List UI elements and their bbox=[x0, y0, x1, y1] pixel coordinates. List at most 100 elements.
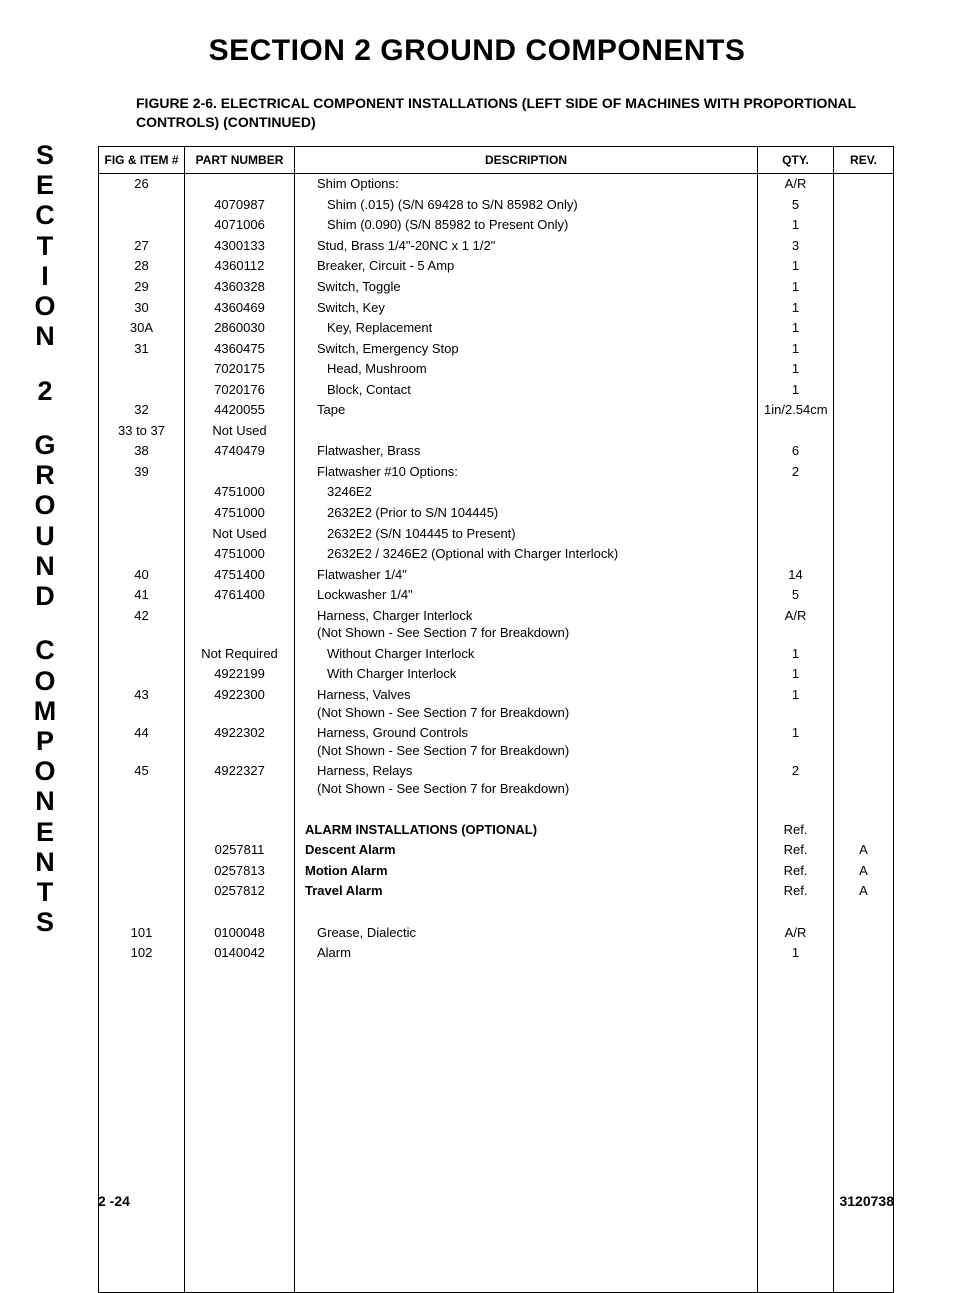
cell-fig-item: 26 bbox=[99, 173, 185, 194]
cell-rev bbox=[834, 503, 894, 524]
cell-qty: 1 bbox=[758, 277, 834, 298]
side-label-char: O bbox=[30, 756, 60, 786]
cell-rev bbox=[834, 723, 894, 761]
footer-page-number: 2 -24 bbox=[98, 1193, 130, 1209]
cell-rev bbox=[834, 359, 894, 380]
empty-cell bbox=[185, 1230, 295, 1251]
cell-qty: 6 bbox=[758, 441, 834, 462]
empty-cell bbox=[758, 1107, 834, 1128]
table-row: 314360475Switch, Emergency Stop1 bbox=[99, 338, 894, 359]
empty-cell bbox=[834, 1025, 894, 1046]
cell-fig-item bbox=[99, 664, 185, 685]
cell-rev bbox=[834, 297, 894, 318]
cell-rev bbox=[834, 235, 894, 256]
side-label-char: O bbox=[30, 666, 60, 696]
empty-cell bbox=[758, 901, 834, 922]
cell-part-number: 7020175 bbox=[185, 359, 295, 380]
empty-cell bbox=[99, 1251, 185, 1272]
empty-cell bbox=[295, 963, 758, 984]
cell-fig-item bbox=[99, 860, 185, 881]
cell-description: 2632E2 (S/N 104445 to Present) bbox=[295, 523, 758, 544]
empty-cell bbox=[185, 1045, 295, 1066]
cell-qty: A/R bbox=[758, 173, 834, 194]
cell-part-number: 7020176 bbox=[185, 379, 295, 400]
cell-qty: 1 bbox=[758, 723, 834, 761]
cell-part-number: 0100048 bbox=[185, 922, 295, 943]
cell-rev bbox=[834, 441, 894, 462]
cell-rev bbox=[834, 544, 894, 565]
cell-rev bbox=[834, 277, 894, 298]
cell-fig-item: 40 bbox=[99, 564, 185, 585]
side-label-char: N bbox=[30, 786, 60, 816]
empty-cell bbox=[295, 1025, 758, 1046]
cell-qty: Ref. bbox=[758, 881, 834, 902]
cell-fig-item bbox=[99, 359, 185, 380]
cell-part-number: 4751400 bbox=[185, 564, 295, 585]
empty-cell bbox=[758, 1025, 834, 1046]
cell-description: Switch, Toggle bbox=[295, 277, 758, 298]
empty-cell bbox=[834, 1148, 894, 1169]
empty-cell bbox=[834, 1230, 894, 1251]
table-row: 324420055Tape1in/2.54cm bbox=[99, 400, 894, 421]
cell-fig-item: 32 bbox=[99, 400, 185, 421]
cell-rev bbox=[834, 194, 894, 215]
empty-cell bbox=[295, 1127, 758, 1148]
footer-doc-number: 3120738 bbox=[839, 1193, 894, 1209]
cell-qty: 1 bbox=[758, 256, 834, 277]
table-row: ALARM INSTALLATIONS (OPTIONAL)Ref. bbox=[99, 819, 894, 840]
side-label-char: T bbox=[30, 877, 60, 907]
cell-rev bbox=[834, 215, 894, 236]
cell-fig-item: 102 bbox=[99, 943, 185, 964]
empty-cell bbox=[99, 1045, 185, 1066]
empty-cell bbox=[295, 799, 758, 820]
empty-cell bbox=[99, 1230, 185, 1251]
empty-cell bbox=[834, 1066, 894, 1087]
cell-part-number bbox=[185, 819, 295, 840]
table-row: 47510002632E2 (Prior to S/N 104445) bbox=[99, 503, 894, 524]
header-qty: QTY. bbox=[758, 146, 834, 173]
cell-part-number: 4922327 bbox=[185, 761, 295, 799]
empty-cell bbox=[834, 1004, 894, 1025]
table-row bbox=[99, 1271, 894, 1292]
empty-cell bbox=[834, 901, 894, 922]
cell-description: Flatwasher 1/4" bbox=[295, 564, 758, 585]
cell-rev: A bbox=[834, 840, 894, 861]
cell-description: Head, Mushroom bbox=[295, 359, 758, 380]
cell-rev bbox=[834, 819, 894, 840]
cell-qty: A/R bbox=[758, 605, 834, 643]
side-label-char bbox=[30, 406, 60, 430]
cell-qty: 1 bbox=[758, 359, 834, 380]
cell-part-number: 2860030 bbox=[185, 318, 295, 339]
cell-description: ALARM INSTALLATIONS (OPTIONAL) bbox=[295, 819, 758, 840]
empty-cell bbox=[99, 1025, 185, 1046]
empty-cell bbox=[758, 1230, 834, 1251]
cell-qty: 14 bbox=[758, 564, 834, 585]
cell-rev: A bbox=[834, 881, 894, 902]
cell-fig-item bbox=[99, 215, 185, 236]
cell-qty: Ref. bbox=[758, 819, 834, 840]
empty-cell bbox=[99, 1004, 185, 1025]
empty-cell bbox=[834, 1210, 894, 1231]
section-side-label: SECTION2GROUNDCOMPONENTS bbox=[30, 140, 60, 938]
empty-cell bbox=[834, 984, 894, 1005]
empty-cell bbox=[834, 1045, 894, 1066]
table-row bbox=[99, 1210, 894, 1231]
header-description: DESCRIPTION bbox=[295, 146, 758, 173]
empty-cell bbox=[185, 1127, 295, 1148]
empty-cell bbox=[99, 1210, 185, 1231]
empty-cell bbox=[295, 1271, 758, 1292]
table-row: 284360112Breaker, Circuit - 5 Amp1 bbox=[99, 256, 894, 277]
cell-fig-item: 28 bbox=[99, 256, 185, 277]
table-row bbox=[99, 1025, 894, 1046]
side-label-char: E bbox=[30, 170, 60, 200]
header-part-number: PART NUMBER bbox=[185, 146, 295, 173]
cell-part-number: 4761400 bbox=[185, 585, 295, 606]
cell-part-number: 4751000 bbox=[185, 482, 295, 503]
empty-cell bbox=[295, 901, 758, 922]
cell-part-number: Not Used bbox=[185, 523, 295, 544]
empty-cell bbox=[834, 1251, 894, 1272]
cell-fig-item bbox=[99, 840, 185, 861]
cell-qty: A/R bbox=[758, 922, 834, 943]
cell-qty: 2 bbox=[758, 761, 834, 799]
side-label-char: D bbox=[30, 581, 60, 611]
